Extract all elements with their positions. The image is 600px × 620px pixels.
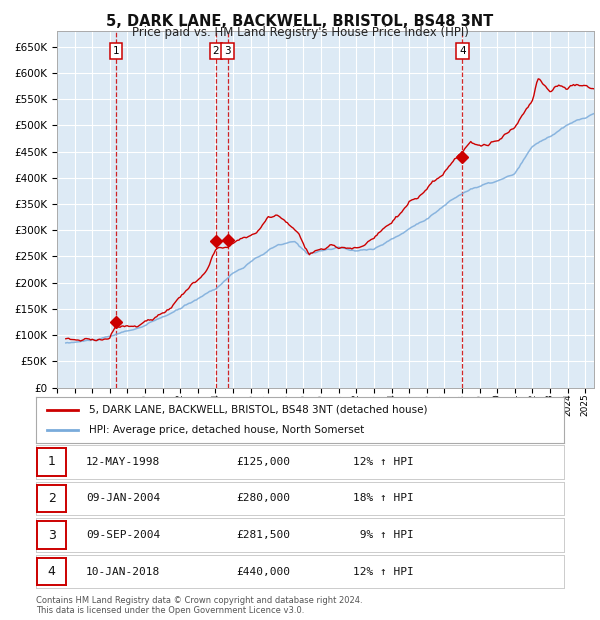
Text: £440,000: £440,000	[236, 567, 290, 577]
Text: 1: 1	[48, 456, 56, 468]
Text: 5, DARK LANE, BACKWELL, BRISTOL, BS48 3NT: 5, DARK LANE, BACKWELL, BRISTOL, BS48 3N…	[106, 14, 494, 29]
Text: 4: 4	[459, 46, 466, 56]
Text: 12% ↑ HPI: 12% ↑ HPI	[353, 457, 413, 467]
Text: 9% ↑ HPI: 9% ↑ HPI	[353, 530, 413, 540]
Text: £125,000: £125,000	[236, 457, 290, 467]
Text: Contains HM Land Registry data © Crown copyright and database right 2024.
This d: Contains HM Land Registry data © Crown c…	[36, 596, 362, 615]
Text: 3: 3	[224, 46, 231, 56]
Text: Price paid vs. HM Land Registry's House Price Index (HPI): Price paid vs. HM Land Registry's House …	[131, 26, 469, 39]
Text: 12% ↑ HPI: 12% ↑ HPI	[353, 567, 413, 577]
Text: £281,500: £281,500	[236, 530, 290, 540]
Text: 09-SEP-2004: 09-SEP-2004	[86, 530, 160, 540]
Text: £280,000: £280,000	[236, 494, 290, 503]
Text: 2: 2	[48, 492, 56, 505]
Text: 3: 3	[48, 529, 56, 541]
Text: 12-MAY-1998: 12-MAY-1998	[86, 457, 160, 467]
Text: 18% ↑ HPI: 18% ↑ HPI	[353, 494, 413, 503]
Text: 09-JAN-2004: 09-JAN-2004	[86, 494, 160, 503]
Text: HPI: Average price, detached house, North Somerset: HPI: Average price, detached house, Nort…	[89, 425, 364, 435]
Text: 4: 4	[48, 565, 56, 578]
Text: 5, DARK LANE, BACKWELL, BRISTOL, BS48 3NT (detached house): 5, DARK LANE, BACKWELL, BRISTOL, BS48 3N…	[89, 405, 427, 415]
Text: 2: 2	[212, 46, 219, 56]
Text: 1: 1	[113, 46, 119, 56]
Text: 10-JAN-2018: 10-JAN-2018	[86, 567, 160, 577]
